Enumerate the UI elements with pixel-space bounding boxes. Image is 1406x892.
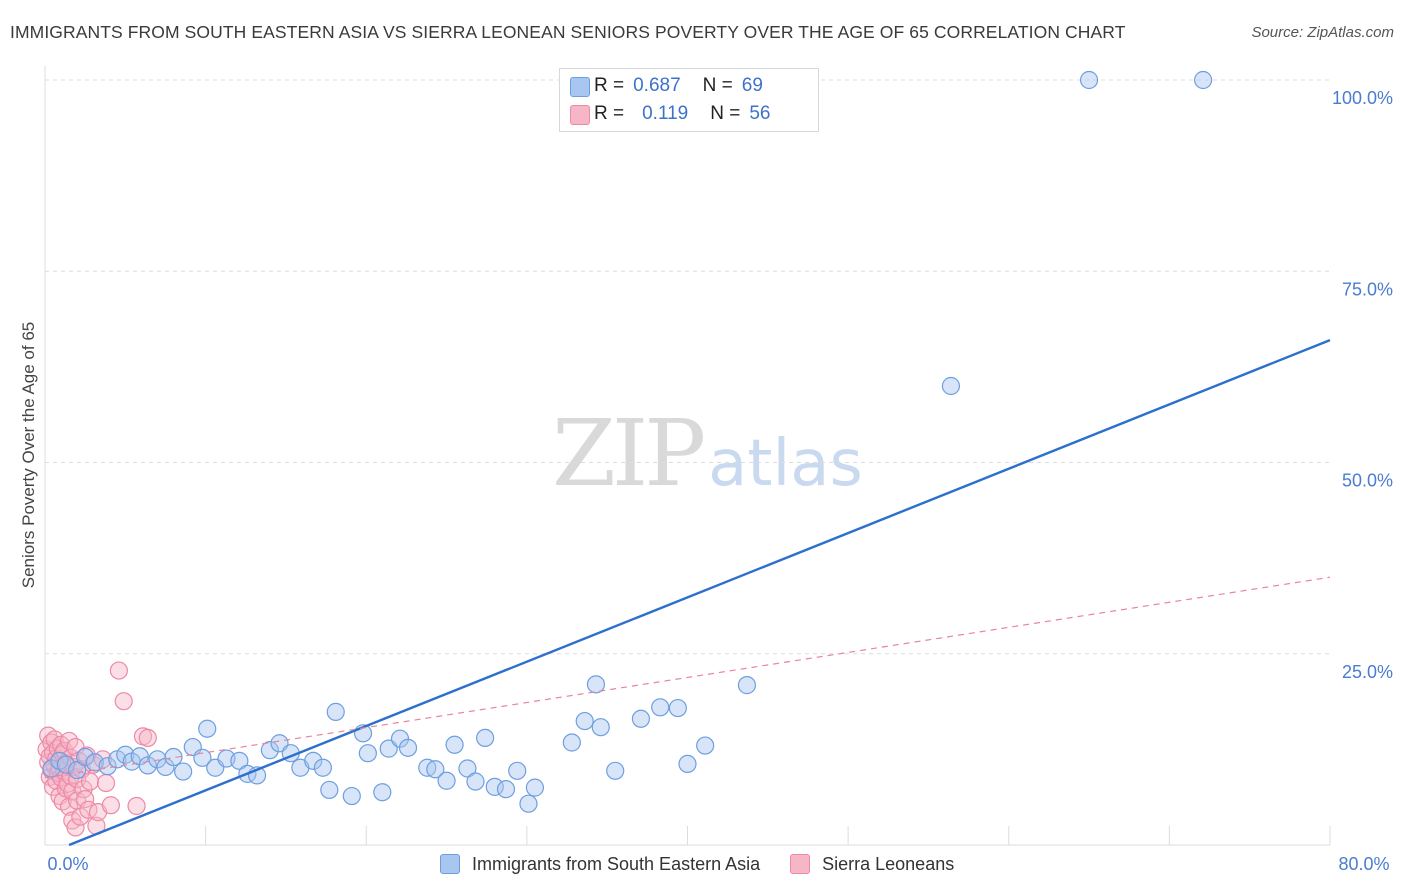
point-immigrants-sea [586,675,606,694]
y-tick-label: 25.0% [1342,662,1393,682]
watermark-zip: ZIP [552,400,706,507]
point-immigrants-sea [591,718,610,737]
point-immigrants-sea [562,733,581,752]
point-immigrants-sea [116,745,135,764]
legend-swatch-pink [570,105,590,125]
y-tick-label: 75.0% [1342,279,1393,299]
legend-n-value: 56 [749,103,771,124]
point-immigrants-sea [68,760,87,780]
point-immigrants-sea [373,783,392,802]
point-immigrants-sea [696,736,715,755]
point-immigrants-sea [525,778,545,797]
point-immigrants-sea [164,747,183,767]
point-immigrants-sea [575,711,594,731]
point-immigrants-sea [668,698,687,718]
point-immigrants-sea [466,772,485,791]
y-tick-label: 50.0% [1342,471,1393,491]
series-legend: Immigrants from South Eastern Asia Sierr… [440,852,984,876]
point-sierra-leoneans [66,818,85,837]
point-sierra-leoneans [127,796,146,816]
legend-r-label: R = [594,75,625,96]
point-immigrants-sea [138,756,157,775]
series-immigrants-sea-points [42,70,1213,813]
legend-n-label: N = [710,103,741,124]
tick-labels: 25.0% 50.0% 75.0% 100.0% 0.0% 80.0% [47,88,1393,874]
point-immigrants-sea [496,780,516,799]
point-sierra-leoneans [138,728,157,748]
point-immigrants-sea [631,709,651,728]
point-immigrants-sea [437,771,456,790]
point-immigrants-sea [260,741,279,760]
legend-swatch-blue [570,77,590,97]
point-sierra-leoneans [101,796,120,815]
legend-n-value: 69 [741,75,763,96]
y-tick-label: 100.0% [1332,88,1393,108]
point-immigrants-sea [358,744,377,763]
point-immigrants-sea [485,777,504,796]
chart-title: IMMIGRANTS FROM SOUTH EASTERN ASIA VS SI… [10,22,1126,42]
grid-lines [45,79,1330,655]
point-immigrants-sea [230,751,249,770]
point-immigrants-sea [508,761,527,780]
watermark-atlas: atlas [708,427,863,501]
watermark: ZIPatlas [552,400,863,507]
point-immigrants-sea [941,376,961,396]
point-sierra-leoneans [76,789,95,809]
point-immigrants-sea [445,735,464,754]
point-sierra-leoneans [96,773,116,793]
point-immigrants-sea [678,754,697,774]
y-axis-label: Seniors Poverty Over the Age of 65 [19,322,38,588]
point-immigrants-sea [426,760,445,779]
legend-r-value: 0.687 [633,75,681,96]
trend-lines [44,338,1331,847]
point-immigrants-sea [198,719,217,738]
point-immigrants-sea [651,698,670,717]
point-immigrants-sea [76,747,95,767]
point-immigrants-sea [174,762,193,781]
axes [44,66,1331,846]
point-immigrants-sea [342,786,361,806]
point-immigrants-sea [313,758,332,777]
trend-line-immigrants-sea [68,338,1331,847]
legend-row-pink: R = 0.119 N = 56 [570,101,771,127]
point-immigrants-sea [1079,70,1099,90]
point-immigrants-sea [398,738,418,757]
legend-label: Immigrants from South Eastern Asia [472,853,761,874]
point-sierra-leoneans [109,661,128,680]
legend-item-sierra-leoneans: Sierra Leoneans [790,854,954,875]
x-tick-label-min: 0.0% [47,854,88,874]
point-sierra-leoneans [114,692,133,711]
legend-item-immigrants-sea: Immigrants from South Eastern Asia [440,854,760,875]
legend-r-label: R = [594,103,625,124]
source-credit: Source: ZipAtlas.com [1251,24,1394,41]
point-immigrants-sea [56,755,75,774]
x-tick-label-max: 80.0% [1338,854,1389,874]
point-immigrants-sea [320,780,339,800]
legend-n-label: N = [702,75,733,96]
legend-row-blue: R = 0.687 N = 69 [570,73,763,99]
point-immigrants-sea [1194,70,1213,90]
legend-swatch-blue [440,854,460,874]
point-immigrants-sea [606,761,625,780]
trend-line-sierra-leoneans [44,576,1331,779]
point-immigrants-sea [519,794,538,813]
correlation-legend: R = 0.687 N = 69 R = 0.119 N = 56 [559,68,819,132]
legend-r-value: 0.119 [642,103,689,124]
point-immigrants-sea [476,728,495,748]
point-immigrants-sea [326,702,345,721]
point-immigrants-sea [304,751,323,770]
point-immigrants-sea [458,759,477,778]
point-immigrants-sea [98,757,117,776]
legend-swatch-pink [790,854,811,874]
point-immigrants-sea [737,676,757,695]
legend-label: Sierra Leoneans [822,853,955,874]
